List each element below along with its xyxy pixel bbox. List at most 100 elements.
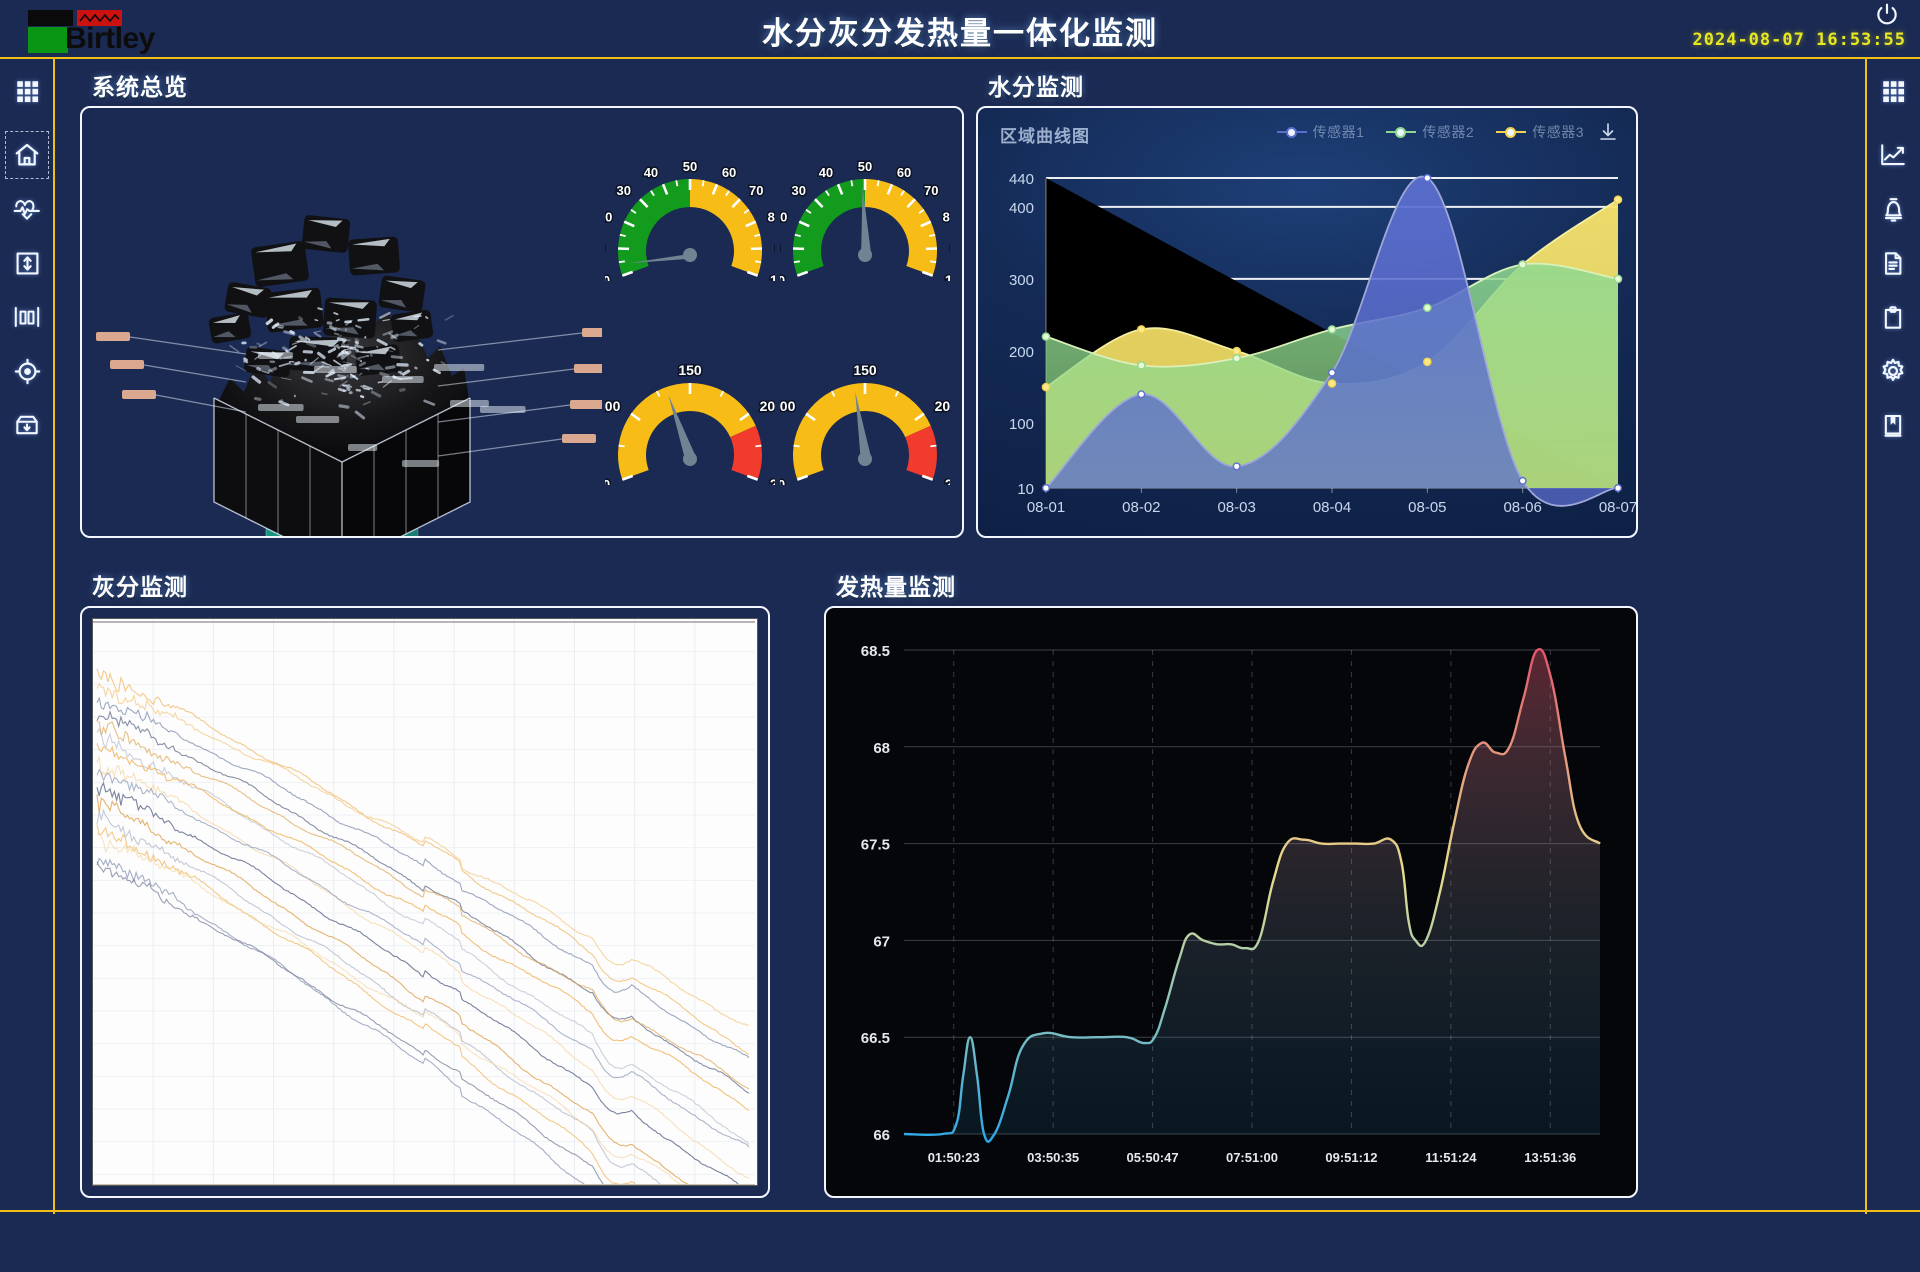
legend-item-sensor3[interactable]: 传感器3 [1496, 122, 1584, 142]
sidebar-item-home[interactable] [0, 128, 54, 182]
svg-text:09:51:12: 09:51:12 [1325, 1150, 1377, 1165]
sidebar-item-heartbeat[interactable] [0, 182, 54, 236]
bar-chart-icon [13, 304, 41, 330]
svg-text:08-03: 08-03 [1217, 499, 1255, 516]
svg-text:100: 100 [780, 398, 796, 414]
svg-text:30: 30 [791, 183, 805, 198]
clock-date: 2024-08-07 [1693, 30, 1805, 50]
sidebar-item-settings[interactable] [1866, 344, 1920, 398]
left-sidebar [0, 58, 54, 1212]
svg-text:08-04: 08-04 [1313, 499, 1351, 516]
legend-item-sensor1[interactable]: 传感器1 [1277, 122, 1365, 142]
moisture-chart-title: 区域曲线图 [1000, 122, 1090, 147]
book-icon [1880, 412, 1906, 439]
status-clock: 2024-08-07 16:53:55 [1693, 30, 1907, 50]
svg-text:440: 440 [1009, 171, 1034, 188]
svg-text:300: 300 [1009, 272, 1034, 289]
svg-text:13:51:36: 13:51:36 [1524, 1150, 1576, 1165]
svg-text:08-07: 08-07 [1599, 499, 1636, 516]
footer-divider [0, 1210, 1920, 1212]
sidebar-item-resize[interactable] [0, 236, 54, 290]
sidebar-item-clipboard[interactable] [1866, 290, 1920, 344]
ash-gauge-1: 50 100 150 200 250 [605, 355, 775, 485]
panel-body-system-overview: 0102030405060708090100010203040506070809… [80, 106, 964, 538]
svg-text:08-01: 08-01 [1027, 499, 1065, 516]
sidebar-item-grid-menu[interactable] [1866, 64, 1920, 118]
legend-item-sensor2[interactable]: 传感器2 [1386, 122, 1474, 142]
panel-body-calorie: 66 66.5 67 67.5 68 68.5 01:50:23 03:50:35 05:50:… [824, 606, 1638, 1198]
grid-menu-icon [1880, 78, 1906, 104]
sidebar-item-bar-chart[interactable] [0, 290, 54, 344]
svg-text:60: 60 [721, 165, 735, 180]
moisture-gauge-2: 0102030405060708090100 [780, 151, 950, 281]
bell-icon [1880, 196, 1907, 223]
svg-text:68.5: 68.5 [861, 643, 890, 660]
svg-text:150: 150 [853, 362, 877, 378]
panel-moisture-monitor: 水分监测 区域曲线图 传感器1 传感器2 传感器3 [976, 68, 1638, 538]
legend-label: 传感器3 [1532, 122, 1584, 142]
svg-text:200: 200 [1009, 344, 1034, 361]
page-title: 水分灰分发热量一体化监测 [0, 8, 1920, 53]
svg-text:20: 20 [605, 209, 612, 224]
sidebar-item-report[interactable] [1866, 236, 1920, 290]
svg-text:68: 68 [873, 740, 890, 757]
panel-title-ash: 灰分监测 [92, 568, 188, 602]
svg-text:67.5: 67.5 [861, 837, 890, 854]
app-header: Birtley 水分灰分发热量一体化监测 2024-08-07 16:53:55 [0, 0, 1920, 58]
sidebar-item-target[interactable] [0, 344, 54, 398]
document-icon [1880, 250, 1906, 277]
coal-pile-3d-visualization[interactable] [82, 108, 602, 536]
power-icon[interactable] [1874, 2, 1900, 28]
panel-body-moisture: 区域曲线图 传感器1 传感器2 传感器3 [976, 106, 1638, 538]
svg-text:11:51:24: 11:51:24 [1425, 1150, 1477, 1165]
svg-text:100: 100 [605, 398, 621, 414]
svg-text:01:50:23: 01:50:23 [928, 1150, 980, 1165]
svg-text:05:50:47: 05:50:47 [1127, 1150, 1179, 1165]
svg-text:70: 70 [924, 183, 938, 198]
svg-text:08-02: 08-02 [1122, 499, 1160, 516]
sidebar-item-alarm[interactable] [1866, 182, 1920, 236]
ash-gauge-2: 50 100 150 200 250 [780, 355, 950, 485]
panel-body-ash [80, 606, 770, 1198]
svg-text:50: 50 [857, 159, 871, 174]
dashboard-root: Birtley 水分灰分发热量一体化监测 2024-08-07 16:53:55… [0, 0, 1920, 1272]
sidebar-item-grid-menu[interactable] [0, 64, 54, 118]
panel-title-moisture: 水分监测 [988, 68, 1084, 102]
svg-text:70: 70 [749, 183, 763, 198]
sidebar-item-line-chart[interactable] [1866, 128, 1920, 182]
clock-time: 16:53:55 [1816, 30, 1906, 50]
svg-text:50: 50 [682, 159, 696, 174]
svg-text:03:50:35: 03:50:35 [1027, 1150, 1079, 1165]
moisture-area-chart[interactable]: 10 100 200 300 400 440 08-01 08-02 08-03 08-04 08-… [978, 156, 1636, 536]
svg-text:0: 0 [605, 273, 610, 281]
panel-title-calorie: 发热量监测 [836, 568, 956, 602]
svg-text:07:51:00: 07:51:00 [1226, 1150, 1278, 1165]
vertical-resize-icon [14, 250, 41, 277]
moisture-gauge-1: 0102030405060708090100 [605, 151, 775, 281]
sidebar-item-inbox[interactable] [0, 398, 54, 452]
gauge-grid: 0102030405060708090100010203040506070809… [602, 108, 962, 536]
calorific-value-chart[interactable]: 66 66.5 67 67.5 68 68.5 01:50:23 03:50:35 05:50:… [826, 608, 1636, 1196]
right-sidebar-divider [1865, 58, 1867, 1214]
svg-text:40: 40 [643, 165, 657, 180]
download-icon[interactable] [1596, 120, 1620, 149]
svg-text:100: 100 [944, 272, 949, 281]
svg-text:150: 150 [678, 362, 702, 378]
svg-text:250: 250 [944, 476, 949, 485]
ash-spectral-chart[interactable] [92, 618, 758, 1186]
left-sidebar-divider [53, 58, 55, 1214]
target-icon [14, 358, 41, 385]
svg-text:67: 67 [873, 933, 890, 950]
legend-marker-icon [1496, 126, 1526, 138]
sidebar-item-manual[interactable] [1866, 398, 1920, 452]
svg-text:200: 200 [934, 398, 949, 414]
header-divider [0, 57, 1920, 59]
sidebar-gap [0, 118, 54, 128]
grid-menu-icon [14, 78, 40, 104]
svg-text:08-05: 08-05 [1408, 499, 1446, 516]
inbox-download-icon [13, 412, 41, 438]
svg-text:80: 80 [767, 209, 774, 224]
main-content: 系统总览 [56, 60, 1864, 1210]
svg-text:50: 50 [605, 477, 610, 485]
svg-text:250: 250 [769, 476, 774, 485]
